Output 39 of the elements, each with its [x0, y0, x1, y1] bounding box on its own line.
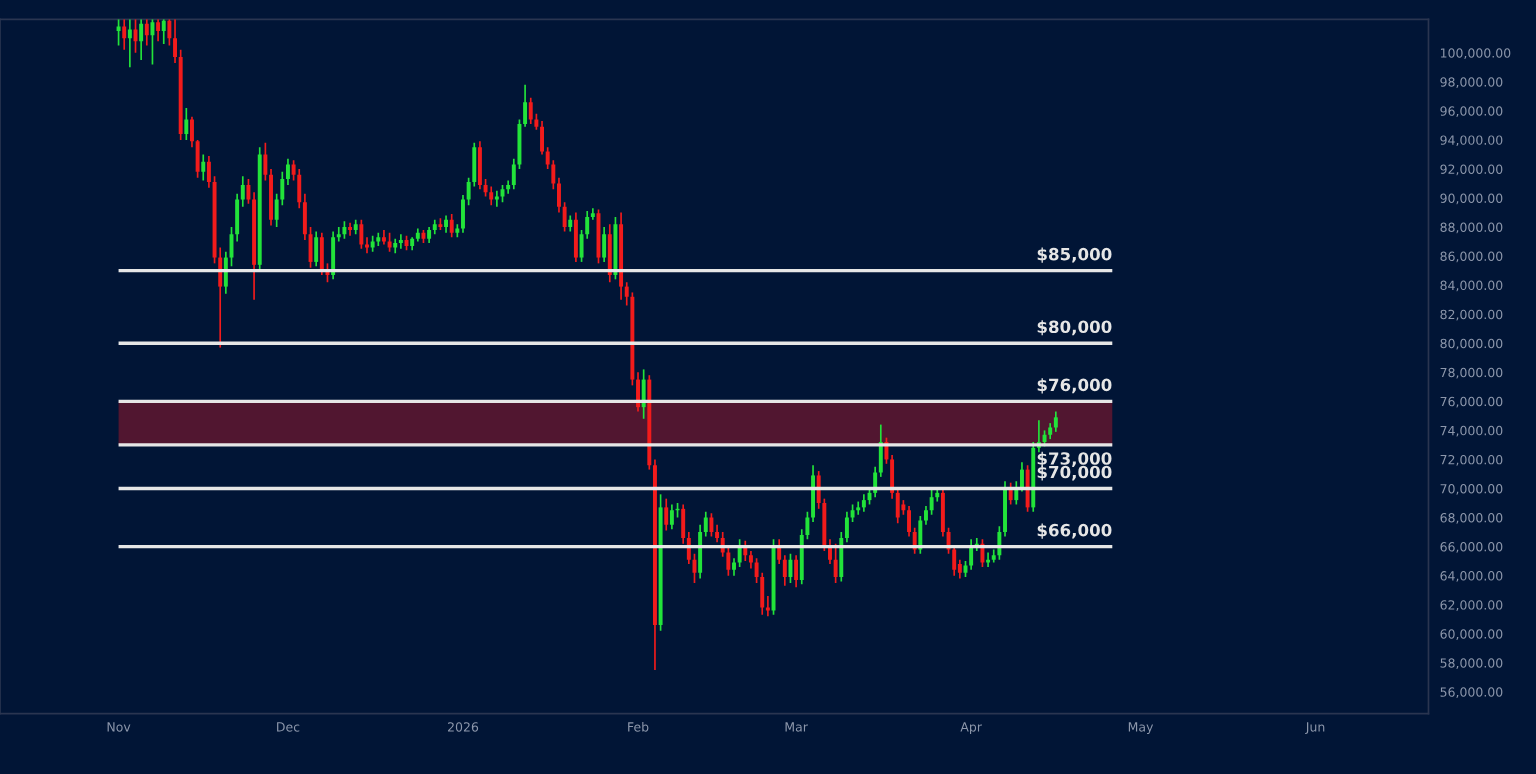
candlestick — [477, 140, 482, 191]
candlestick — [669, 503, 674, 530]
ref-line-label: $66,000 — [1037, 523, 1112, 539]
candlestick — [602, 226, 607, 263]
candlestick — [156, 19, 161, 42]
candlestick — [833, 542, 838, 584]
candlestick — [856, 500, 861, 516]
candlestick — [184, 107, 189, 141]
candlestick — [1025, 464, 1030, 513]
candlestick — [314, 230, 319, 268]
ref-line-label: $73,000 — [1037, 451, 1112, 467]
candlestick — [127, 19, 132, 69]
candlestick — [331, 230, 336, 281]
candlestick — [319, 232, 324, 276]
candlestick — [986, 551, 991, 568]
candlestick — [1053, 410, 1058, 433]
ref-line-label: $70,000 — [1037, 465, 1112, 481]
candlestick — [139, 19, 144, 61]
candlestick — [116, 19, 121, 47]
candlestick — [794, 554, 799, 589]
candlestick — [122, 19, 127, 51]
candlestick — [528, 96, 533, 125]
candlestick — [201, 153, 206, 182]
candlestick — [449, 213, 454, 239]
candlestick — [709, 512, 714, 538]
candlestick — [788, 553, 793, 584]
candlestick — [150, 19, 155, 66]
candlestick — [359, 218, 364, 250]
ref-line-label: $76,000 — [1037, 378, 1112, 394]
candlestick — [398, 233, 403, 250]
ref-line-label: $85,000 — [1037, 247, 1112, 263]
candlestick — [573, 211, 578, 263]
candlestick — [607, 223, 612, 284]
candlestick — [144, 19, 149, 47]
candlestick — [489, 185, 494, 207]
candlestick — [348, 221, 353, 237]
ref-line-label: $80,000 — [1037, 320, 1112, 336]
candlestick — [161, 19, 166, 45]
candlestick — [664, 497, 669, 532]
